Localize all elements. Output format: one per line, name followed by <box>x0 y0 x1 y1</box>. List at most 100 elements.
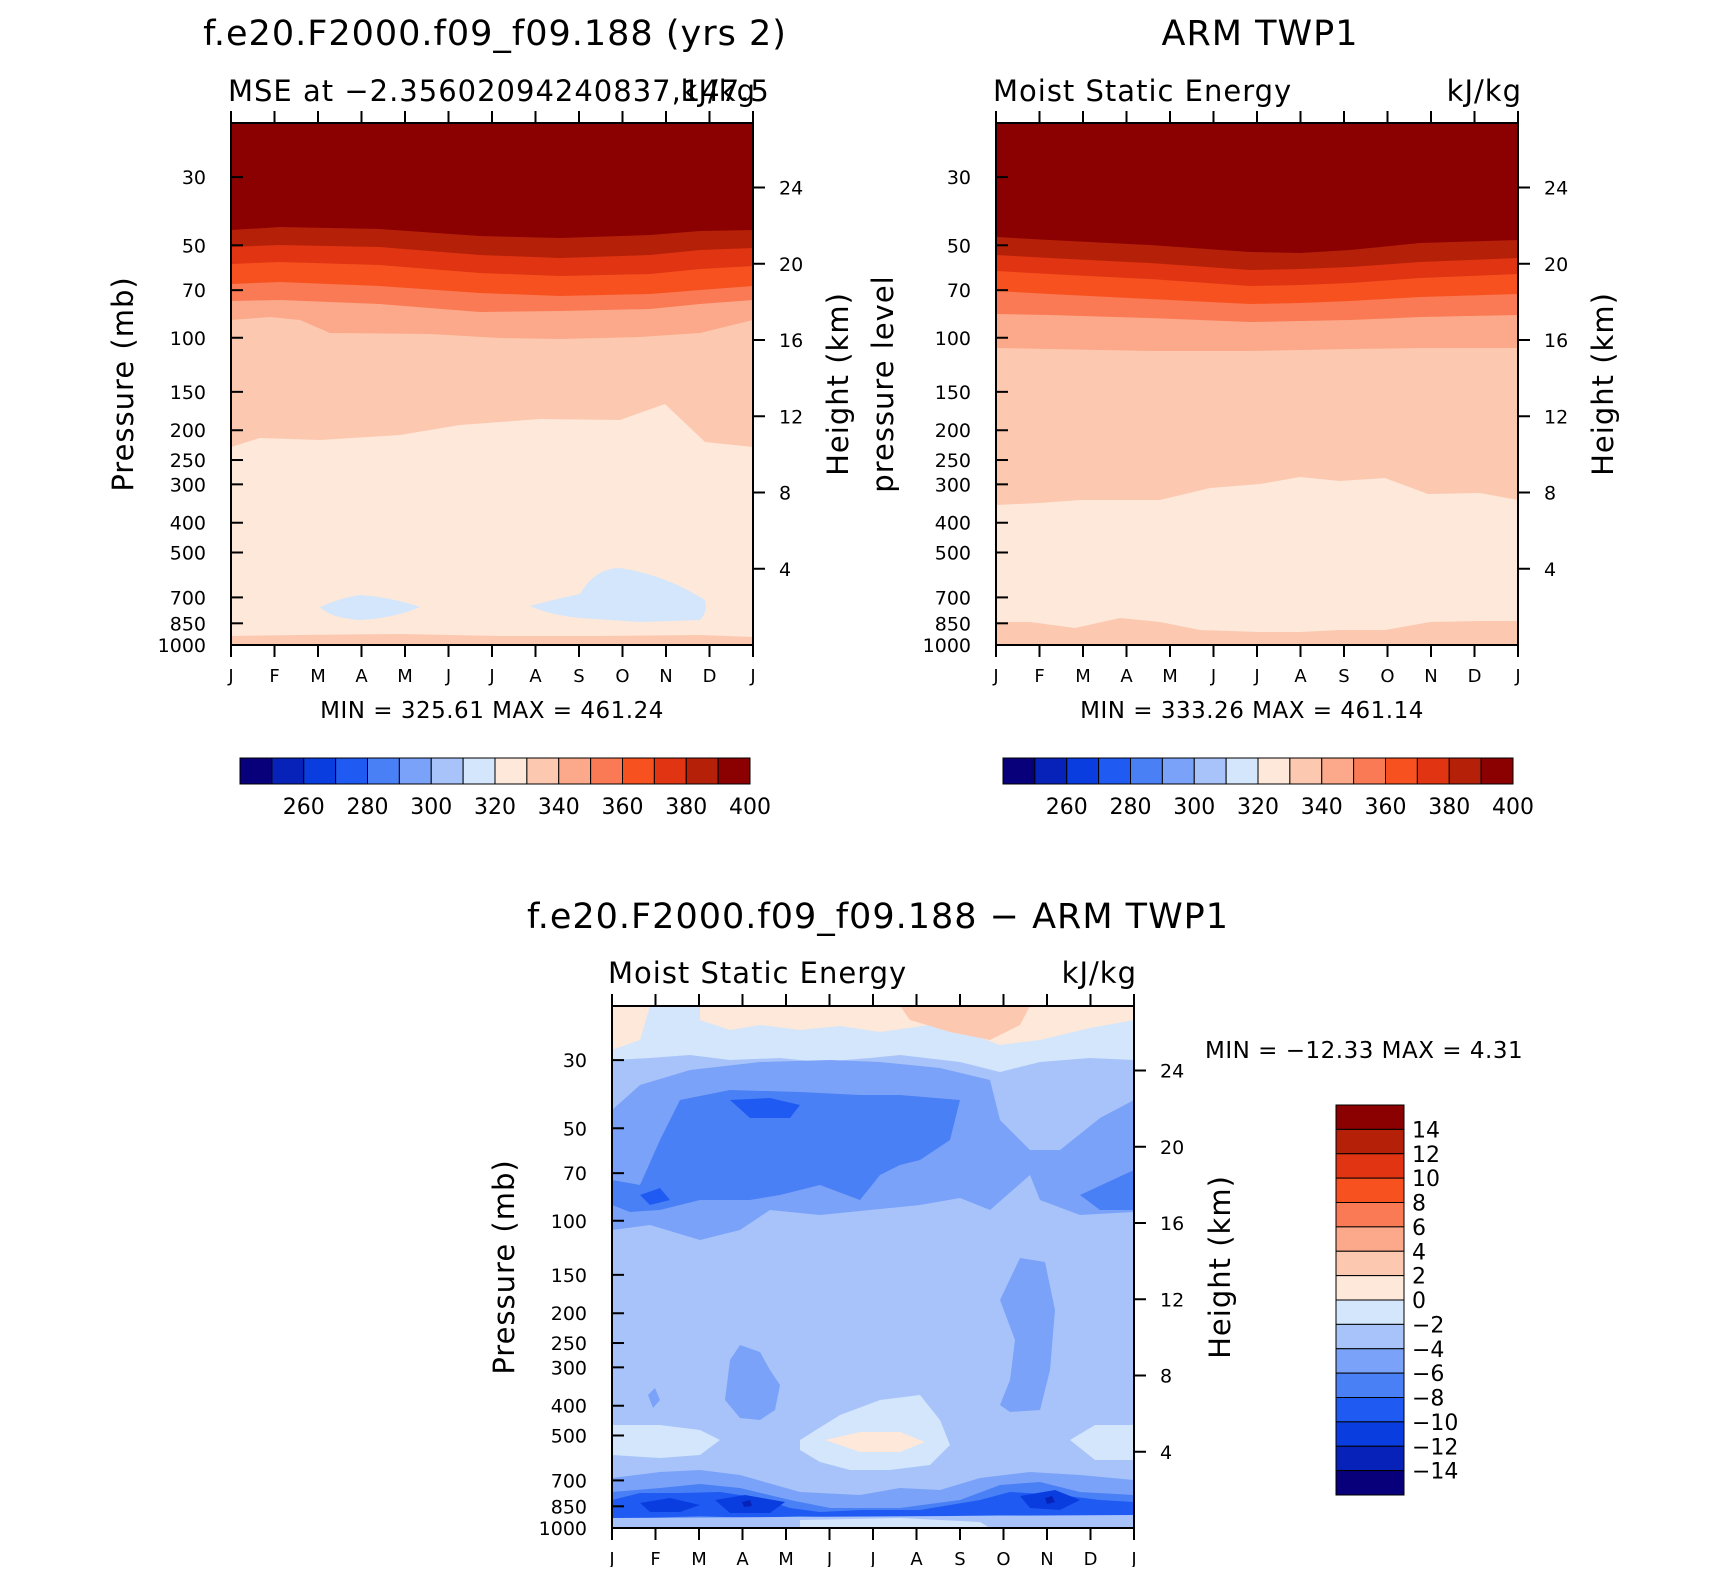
colorbar-tick-label: 280 <box>347 795 389 820</box>
pressure-tick-label: 250 <box>935 450 971 472</box>
colorbar-tick-label: 360 <box>1365 795 1407 820</box>
height-tick-label: 4 <box>1544 559 1556 581</box>
colorbar-tick-label: 14 <box>1412 1118 1440 1143</box>
month-tick-label: S <box>954 1549 965 1567</box>
colorbar-tick-label: 340 <box>538 795 580 820</box>
panel-diff-mid-column-oct <box>1000 1258 1055 1412</box>
pressure-tick-label: 30 <box>563 1050 587 1072</box>
colorbar-swatch <box>1098 757 1131 785</box>
height-tick-label: 8 <box>779 483 791 505</box>
pressure-tick-label: 1000 <box>539 1518 587 1540</box>
pressure-tick-label: 50 <box>947 235 971 257</box>
colorbar-swatch <box>1289 757 1323 785</box>
panel-model-units: kJ/kg <box>681 74 756 108</box>
colorbar-tick-label: 10 <box>1412 1167 1440 1192</box>
panel-diff-upper-core-b <box>640 1188 670 1205</box>
panel-obs: ARM TWP1 Moist Static Energy kJ/kg 30 50 7… <box>866 14 1620 820</box>
colorbar-tick-label: 260 <box>1046 795 1088 820</box>
panel-diff-subtitle: Moist Static Energy <box>608 956 907 990</box>
month-tick-label: J <box>488 666 494 687</box>
pressure-tick-label: 400 <box>551 1396 587 1418</box>
pressure-tick-label: 850 <box>935 613 971 635</box>
month-tick-label: D <box>1468 666 1482 687</box>
colorbar-tick-label: 340 <box>1301 795 1343 820</box>
height-tick-label: 24 <box>1544 178 1568 200</box>
colorbar-tick-label: 8 <box>1412 1192 1426 1217</box>
month-tick-label: S <box>1338 666 1349 687</box>
panel-diff-upper-right-blue <box>1080 1170 1134 1210</box>
pressure-tick-label: 200 <box>170 420 206 442</box>
height-tick-label: 24 <box>779 178 803 200</box>
colorbar-tick-label: 320 <box>1237 795 1279 820</box>
pressure-tick-label: 70 <box>563 1163 587 1185</box>
pressure-tick-label: 850 <box>170 613 206 635</box>
colorbar-swatch <box>1335 1470 1405 1496</box>
month-tick-label: J <box>445 666 451 687</box>
height-tick-label: 20 <box>779 254 803 276</box>
pressure-tick-label: 500 <box>935 543 971 565</box>
colorbar-swatch <box>1193 757 1227 785</box>
panel-diff-surface-core-feb <box>640 1498 700 1512</box>
month-tick-label: D <box>703 666 717 687</box>
panel-diff-upper-pale <box>700 1006 1134 1045</box>
month-tick-label: J <box>608 1549 614 1567</box>
colorbar-swatch <box>1225 757 1259 785</box>
pressure-tick-label: 200 <box>935 420 971 442</box>
colorbar-swatch <box>494 757 528 785</box>
pressure-tick-label: 700 <box>935 587 971 609</box>
month-tick-label: A <box>1120 666 1133 687</box>
colorbar-swatch <box>526 757 560 785</box>
pressure-tick-label: 1000 <box>158 635 206 657</box>
height-tick-label: 20 <box>1160 1137 1184 1159</box>
colorbar-tick-label: −14 <box>1412 1460 1458 1485</box>
colorbar-swatch <box>1161 757 1195 785</box>
height-tick-label: 16 <box>1544 330 1568 352</box>
panel-diff: f.e20.F2000.f09_f09.188 − ARM TWP1 Moist… <box>487 897 1523 1570</box>
panel-diff-upper-left-pale <box>612 1006 650 1050</box>
colorbar-tick-label: −8 <box>1412 1387 1444 1412</box>
pressure-tick-label: 100 <box>935 328 971 350</box>
height-tick-label: 4 <box>779 559 791 581</box>
colorbar-tick-label: −12 <box>1412 1435 1458 1460</box>
panel-model-level-surface <box>231 634 753 645</box>
panel-obs-level-surface <box>996 618 1518 645</box>
colorbar-swatch <box>1257 757 1291 785</box>
month-tick-label: A <box>1294 666 1307 687</box>
colorbar-tick-label: 360 <box>602 795 644 820</box>
panel-diff-upper-warm <box>900 1006 1030 1040</box>
colorbar-swatch <box>1335 1397 1405 1423</box>
colorbar-swatch <box>1321 757 1355 785</box>
panel-model-height-axis: 4 8 12 16 20 24 <box>753 178 803 581</box>
panel-diff-surface-min-apr <box>742 1500 752 1507</box>
colorbar-tick-label: 380 <box>1428 795 1470 820</box>
colorbar-swatch <box>1335 1348 1405 1374</box>
month-tick-label: N <box>1040 1549 1053 1567</box>
month-tick-label: M <box>397 666 413 687</box>
month-tick-label: J <box>1514 666 1520 687</box>
panel-obs-level-330 <box>996 477 1518 645</box>
height-tick-label: 8 <box>1544 483 1556 505</box>
colorbar-swatch <box>1335 1372 1405 1398</box>
colorbar-tick-label: 400 <box>729 795 771 820</box>
pressure-tick-label: 200 <box>551 1303 587 1325</box>
month-tick-label: F <box>650 1549 660 1567</box>
panel-model-blue-blob-autumn <box>530 568 706 622</box>
month-tick-label: J <box>749 666 755 687</box>
pressure-tick-label: 500 <box>170 543 206 565</box>
colorbar-tick-label: 260 <box>283 795 325 820</box>
pressure-tick-label: 100 <box>551 1211 587 1233</box>
month-tick-label: N <box>659 666 672 687</box>
month-tick-label: O <box>996 1549 1010 1567</box>
pressure-tick-label: 70 <box>947 280 971 302</box>
colorbar-swatch <box>1335 1250 1405 1277</box>
colorbar-swatch <box>430 757 464 785</box>
month-tick-label: J <box>1253 666 1259 687</box>
colorbar-swatch <box>1335 1323 1405 1350</box>
colorbar-swatch <box>717 757 751 785</box>
colorbar-swatch <box>1335 1421 1405 1447</box>
panel-model-subtitle: MSE at −2.35602094240837,147.5 <box>228 74 770 108</box>
